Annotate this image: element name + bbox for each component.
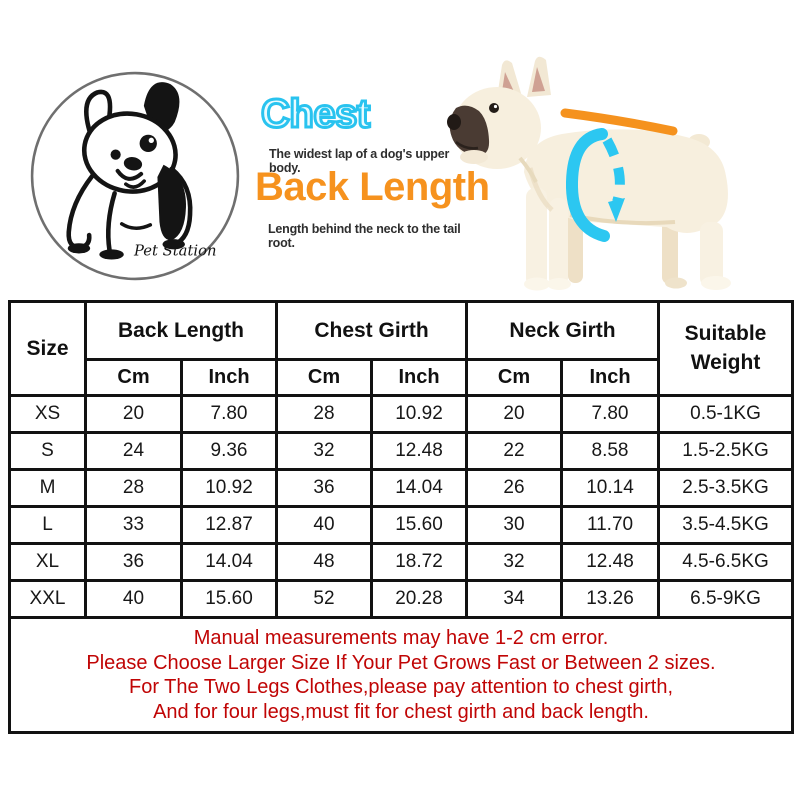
note-line-4: And for four legs,must fit for chest gir…: [153, 700, 649, 723]
cell-back-inch: 14.04: [180, 542, 278, 582]
chest-girth-dashed-arc: [602, 137, 625, 204]
cell-neck-inch: 11.70: [559, 505, 661, 545]
table-row-xs: XS 20 7.80 28 10.92 20 7.80 0.5-1KG: [8, 394, 795, 434]
cell-back-inch: 9.36: [180, 431, 278, 471]
cell-neck-cm: 22: [465, 431, 563, 471]
cell-neck-cm: 34: [465, 579, 563, 619]
cell-chest-cm: 48: [275, 542, 373, 582]
col-header-suitable-weight: Suitable Weight: [657, 300, 795, 397]
cell-back-cm: 36: [84, 542, 183, 582]
back-length-measure-line: [560, 108, 678, 136]
dog-eye: [489, 103, 499, 113]
cell-size: S: [8, 431, 87, 471]
notes-row: Manual measurements may have 1-2 cm erro…: [7, 616, 795, 734]
cell-size: XL: [8, 542, 87, 582]
cell-weight: 0.5-1KG: [657, 394, 795, 434]
cell-back-inch: 10.92: [180, 468, 278, 508]
cell-weight: 4.5-6.5KG: [657, 542, 795, 582]
notes-box: Manual measurements may have 1-2 cm erro…: [7, 616, 795, 734]
col-header-neck-girth: Neck Girth: [464, 300, 661, 361]
table-row-s: S 24 9.36 32 12.48 22 8.58 1.5-2.5KG: [8, 431, 795, 471]
cell-weight: 6.5-9KG: [657, 579, 795, 619]
subcol-chest-inch: Inch: [370, 358, 468, 397]
cell-chest-inch: 18.72: [370, 542, 468, 582]
logo-brand-text: Pet Station: [133, 242, 217, 259]
cell-chest-inch: 15.60: [370, 505, 468, 545]
cell-chest-cm: 32: [275, 431, 373, 471]
table-row-xl: XL 36 14.04 48 18.72 32 12.48 4.5-6.5KG: [8, 542, 795, 582]
chest-description: The widest lap of a dog's upper body.: [269, 147, 450, 175]
cell-weight: 1.5-2.5KG: [657, 431, 795, 471]
note-line-3: For The Two Legs Clothes,please pay atte…: [128, 676, 674, 698]
cell-neck-inch: 7.80: [559, 394, 661, 434]
cell-weight: 2.5-3.5KG: [657, 468, 795, 508]
pet-station-logo: Pet Station: [30, 71, 240, 281]
cell-neck-cm: 32: [465, 542, 563, 582]
cell-back-inch: 12.87: [180, 505, 278, 545]
subcol-back-cm: Cm: [84, 358, 183, 397]
back-length-description: Length behind the neck to the tail root.: [268, 222, 461, 250]
chest-girth-arrowhead: [608, 198, 625, 222]
cell-chest-cm: 40: [275, 505, 373, 545]
cell-back-cm: 24: [84, 431, 183, 471]
cell-back-cm: 28: [84, 468, 183, 508]
dog-rear-leg: [700, 222, 723, 287]
dog-measurement-illustration: [447, 56, 731, 291]
cell-chest-cm: 36: [275, 468, 373, 508]
table-row-xxl: XXL 40 15.60 52 20.28 34 13.26 6.5-9KG: [8, 579, 795, 619]
cell-size: XXL: [8, 579, 87, 619]
cell-back-cm: 20: [84, 394, 183, 434]
cell-neck-inch: 13.26: [559, 579, 661, 619]
chest-girth-measure-band: [565, 128, 610, 242]
subcol-neck-cm: Cm: [465, 358, 563, 397]
cell-neck-inch: 12.48: [559, 542, 661, 582]
bulldog-lineart-icon: [66, 82, 193, 260]
cell-neck-inch: 8.58: [559, 431, 661, 471]
cell-neck-cm: 30: [465, 505, 563, 545]
cell-size: M: [8, 468, 87, 508]
cell-back-inch: 7.80: [180, 394, 278, 434]
cell-back-inch: 15.60: [180, 579, 278, 619]
cell-chest-cm: 28: [275, 394, 373, 434]
cell-neck-cm: 26: [465, 468, 563, 508]
table-row-l: L 33 12.87 40 15.60 30 11.70 3.5-4.5KG: [8, 505, 795, 545]
chest-heading: Chest: [260, 92, 372, 136]
dog-far-rear-leg: [662, 218, 678, 284]
dog-nose: [447, 114, 461, 130]
dog-front-leg: [526, 188, 547, 287]
cell-back-cm: 33: [84, 505, 183, 545]
cell-size: L: [8, 505, 87, 545]
subcol-chest-cm: Cm: [275, 358, 373, 397]
back-length-heading: Back Length: [255, 165, 490, 209]
cell-chest-cm: 52: [275, 579, 373, 619]
size-chart-table: Size Back Length Chest Girth Neck Girth …: [7, 300, 795, 734]
col-header-chest-girth: Chest Girth: [275, 300, 468, 361]
cell-neck-cm: 20: [465, 394, 563, 434]
cell-chest-inch: 12.48: [370, 431, 468, 471]
subcol-neck-inch: Inch: [559, 358, 661, 397]
cell-weight: 3.5-4.5KG: [657, 505, 795, 545]
dog-front-leg-2: [549, 198, 568, 287]
cell-chest-inch: 20.28: [370, 579, 468, 619]
col-header-back-length: Back Length: [84, 300, 278, 361]
col-header-size: Size: [8, 300, 87, 397]
cell-back-cm: 40: [84, 579, 183, 619]
table-row-m: M 28 10.92 36 14.04 26 10.14 2.5-3.5KG: [8, 468, 795, 508]
cell-size: XS: [8, 394, 87, 434]
cell-chest-inch: 10.92: [370, 394, 468, 434]
subcol-back-inch: Inch: [180, 358, 278, 397]
note-line-2: Please Choose Larger Size If Your Pet Gr…: [86, 651, 716, 674]
cell-chest-inch: 14.04: [370, 468, 468, 508]
note-line-1: Manual measurements may have 1-2 cm erro…: [193, 627, 609, 649]
cell-neck-inch: 10.14: [559, 468, 661, 508]
